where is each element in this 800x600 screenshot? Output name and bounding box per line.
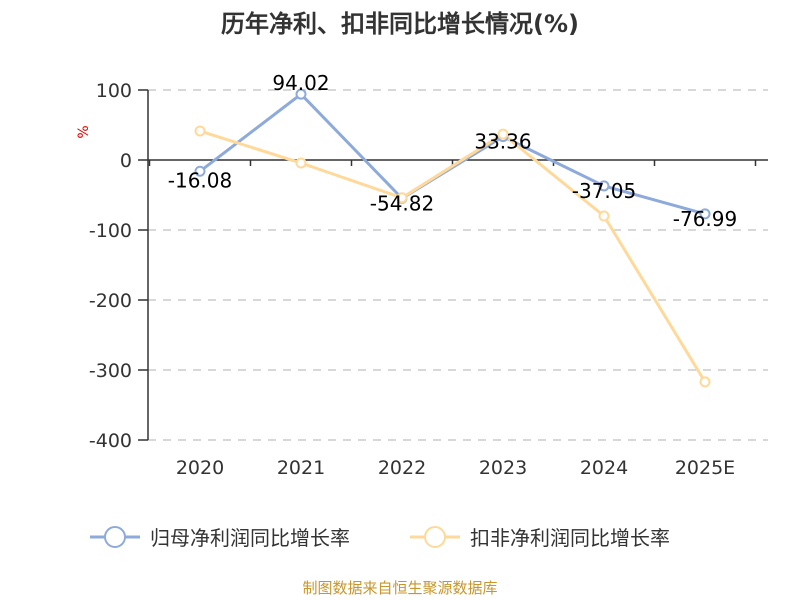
data-point[interactable]	[295, 157, 307, 169]
y-tick-label: -100	[89, 220, 132, 242]
data-label: 94.02	[272, 71, 329, 95]
y-tick-label: -200	[89, 290, 132, 312]
y-tick-label: 100	[96, 80, 132, 102]
data-point[interactable]	[194, 165, 206, 177]
data-label: -16.08	[168, 168, 232, 192]
x-tick-label: 2024	[580, 457, 628, 479]
data-point[interactable]	[598, 180, 610, 192]
x-tick-label: 2025E	[675, 457, 735, 479]
x-tick-label: 2020	[176, 457, 224, 479]
data-point[interactable]	[295, 88, 307, 100]
data-label: -54.82	[370, 191, 434, 215]
series-line-2	[199, 129, 707, 383]
data-point[interactable]	[699, 208, 711, 220]
legend-label-2[interactable]: 扣非净利润同比增长率	[470, 526, 670, 550]
y-tick-label: 0	[120, 150, 132, 172]
legend-marker-2[interactable]	[424, 526, 446, 548]
y-tick-label: -400	[89, 430, 132, 452]
x-tick-label: 2023	[479, 457, 527, 479]
legend-label-1[interactable]: 归母净利润同比增长率	[150, 526, 350, 550]
data-label: -76.99	[673, 207, 737, 231]
data-label: 33.36	[474, 130, 531, 154]
y-tick-label: -300	[89, 360, 132, 382]
data-point[interactable]	[699, 376, 711, 388]
chart-title: 历年净利、扣非同比增长情况(%)	[221, 10, 579, 38]
x-tick-label: 2022	[378, 457, 426, 479]
source-note: 制图数据来自恒生聚源数据库	[302, 579, 497, 597]
data-point[interactable]	[194, 125, 206, 137]
data-point[interactable]	[396, 192, 408, 204]
y-unit-label: %	[76, 125, 92, 138]
x-tick-label: 2021	[277, 457, 325, 479]
data-label: -37.05	[572, 179, 636, 203]
data-point[interactable]	[497, 128, 509, 140]
legend-marker-1[interactable]	[104, 526, 126, 548]
data-point[interactable]	[598, 210, 610, 222]
